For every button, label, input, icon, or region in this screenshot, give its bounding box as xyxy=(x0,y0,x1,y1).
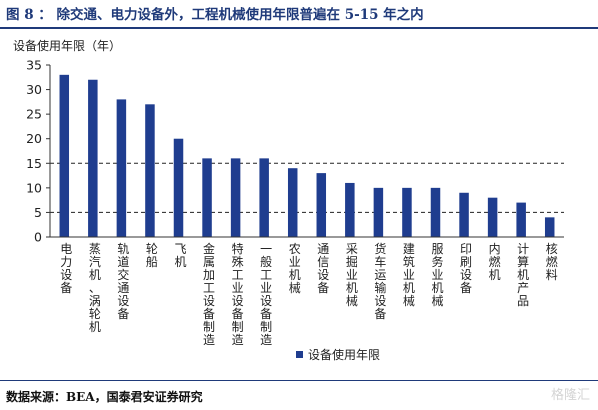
bar xyxy=(516,202,526,237)
x-tick-label: 蒸汽机、涡轮机 xyxy=(89,242,101,334)
x-tick-label: 轮船 xyxy=(146,242,158,269)
x-tick-label: 货车运输设备 xyxy=(374,241,386,321)
y-tick-label: 30 xyxy=(26,82,42,97)
bar xyxy=(59,74,70,237)
figure-title: 图 8 ： 除交通、电力设备外，工程机械使用年限普遍在 5-15 年之内 xyxy=(6,7,424,23)
data-source: 数据来源：BEA，国泰君安证券研究 xyxy=(6,390,203,404)
bar xyxy=(230,158,241,237)
bar xyxy=(259,158,269,237)
x-tick-label: 一般工业设备制造 xyxy=(260,242,272,347)
bar xyxy=(116,99,127,238)
bar xyxy=(316,173,327,237)
x-tick-label: 通信设备 xyxy=(317,242,329,295)
x-tick-label: 金属加工设备制造 xyxy=(203,241,215,347)
x-tick-label: 电力设备 xyxy=(60,242,72,295)
y-tick-label: 25 xyxy=(26,107,42,122)
y-tick-label: 20 xyxy=(26,131,42,146)
bar xyxy=(88,79,98,237)
x-tick-label: 内燃机 xyxy=(489,242,501,282)
y-tick-label: 15 xyxy=(26,156,42,171)
x-tick-label: 服务业机械 xyxy=(431,242,443,308)
bar xyxy=(430,187,441,237)
bar-chart: 设备使用年限（年） 0 5 10 15 20 25 30 35 电力设备 蒸汽机、涡轮机 轨道交通… xyxy=(13,38,564,362)
x-tick-label: 采掘业机械 xyxy=(346,242,358,308)
bar xyxy=(459,192,469,237)
bar xyxy=(287,168,298,237)
bar xyxy=(373,187,384,237)
bar xyxy=(402,187,412,237)
bar xyxy=(544,217,555,237)
y-tick-label: 35 xyxy=(26,58,42,73)
x-tick-label: 计算机产品 xyxy=(517,242,529,308)
y-tick-label: 10 xyxy=(26,180,42,195)
legend-swatch xyxy=(296,351,303,358)
x-tick-label: 建筑业机械 xyxy=(403,242,415,308)
x-tick-label: 轨道交通设备 xyxy=(117,242,129,321)
x-tick-label: 印刷设备 xyxy=(460,242,472,295)
figure-title-bar: 图 8 ： 除交通、电力设备外，工程机械使用年限普遍在 5-15 年之内 xyxy=(0,0,598,29)
watermark: 格隆汇 xyxy=(550,388,590,403)
x-tick-label: 核燃料 xyxy=(546,242,558,282)
x-tick-label: 飞机 xyxy=(174,242,186,269)
x-tick-label: 农业机械 xyxy=(289,242,301,295)
legend: 设备使用年限 xyxy=(296,347,380,362)
bar xyxy=(345,182,355,237)
figure-source-bar: 数据来源：BEA，国泰君安证券研究 格隆汇 xyxy=(0,380,598,410)
y-tick-label: 0 xyxy=(34,230,42,245)
x-tick-label: 特殊工业设备制造 xyxy=(232,241,244,347)
y-tick-label: 5 xyxy=(34,205,42,220)
bar xyxy=(487,197,498,237)
y-axis-label: 设备使用年限（年） xyxy=(13,38,121,53)
bar xyxy=(145,104,155,237)
bar xyxy=(173,138,184,237)
bar xyxy=(202,158,212,237)
legend-label: 设备使用年限 xyxy=(308,347,380,362)
